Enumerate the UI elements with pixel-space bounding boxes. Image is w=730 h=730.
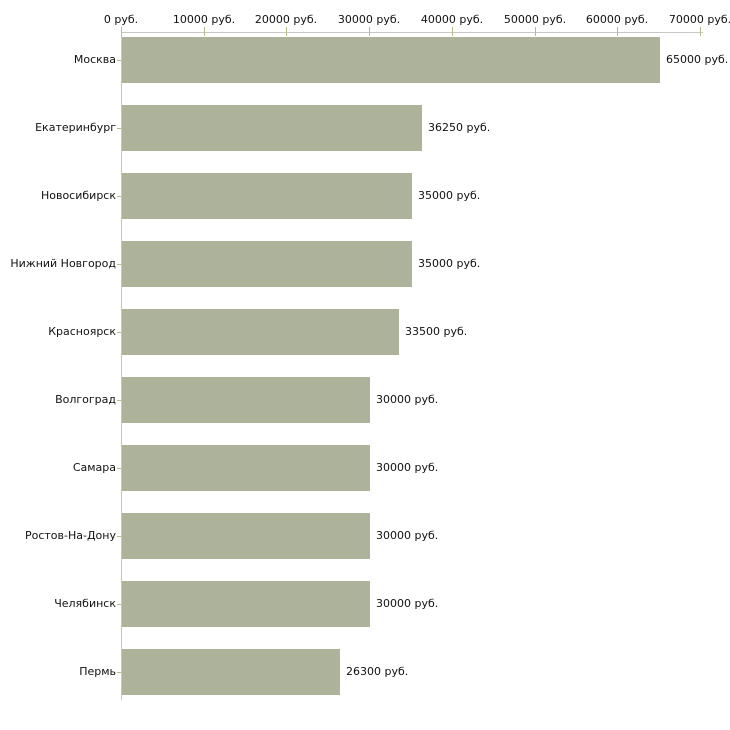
y-tick-mark bbox=[117, 60, 121, 61]
x-tick-mark bbox=[452, 27, 453, 36]
bar bbox=[122, 445, 370, 491]
x-tick-label: 20000 руб. bbox=[254, 13, 318, 26]
category-label: Волгоград bbox=[55, 393, 116, 406]
bar bbox=[122, 649, 340, 695]
value-label: 35000 руб. bbox=[418, 189, 481, 202]
y-tick-mark bbox=[117, 468, 121, 469]
bar bbox=[122, 241, 412, 287]
category-label: Екатеринбург bbox=[35, 121, 116, 134]
bar bbox=[122, 513, 370, 559]
bar bbox=[122, 37, 660, 83]
y-tick-mark bbox=[117, 128, 121, 129]
y-axis-line bbox=[121, 32, 122, 700]
y-tick-mark bbox=[117, 264, 121, 265]
y-tick-mark bbox=[117, 604, 121, 605]
x-tick-label: 70000 руб. bbox=[668, 13, 730, 26]
category-label: Ростов-На-Дону bbox=[24, 529, 116, 542]
bar bbox=[122, 173, 412, 219]
category-label: Нижний Новгород bbox=[10, 257, 116, 270]
value-label: 30000 руб. bbox=[376, 393, 439, 406]
x-tick-mark bbox=[121, 27, 122, 36]
x-tick-label: 10000 руб. bbox=[172, 13, 236, 26]
x-tick-mark bbox=[369, 27, 370, 36]
category-label: Новосибирск bbox=[40, 189, 116, 202]
bar bbox=[122, 377, 370, 423]
bar bbox=[122, 105, 422, 151]
x-tick-label: 60000 руб. bbox=[585, 13, 649, 26]
value-label: 30000 руб. bbox=[376, 461, 439, 474]
x-tick-mark bbox=[286, 27, 287, 36]
y-tick-mark bbox=[117, 536, 121, 537]
value-label: 30000 руб. bbox=[376, 597, 439, 610]
x-tick-mark bbox=[617, 27, 618, 36]
x-tick-mark bbox=[535, 27, 536, 36]
category-label: Пермь bbox=[79, 665, 116, 678]
x-tick-mark bbox=[204, 27, 205, 36]
category-label: Москва bbox=[73, 53, 116, 66]
y-tick-mark bbox=[117, 400, 121, 401]
y-tick-mark bbox=[117, 196, 121, 197]
y-tick-mark bbox=[117, 672, 121, 673]
value-label: 36250 руб. bbox=[428, 121, 491, 134]
bar bbox=[122, 581, 370, 627]
x-axis-line bbox=[121, 32, 703, 33]
value-label: 26300 руб. bbox=[346, 665, 409, 678]
x-tick-label: 40000 руб. bbox=[420, 13, 484, 26]
x-tick-label: 0 руб. bbox=[103, 13, 139, 26]
x-tick-mark bbox=[700, 27, 701, 36]
value-label: 33500 руб. bbox=[405, 325, 468, 338]
category-label: Красноярск bbox=[48, 325, 116, 338]
value-label: 35000 руб. bbox=[418, 257, 481, 270]
x-tick-label: 50000 руб. bbox=[503, 13, 567, 26]
bar bbox=[122, 309, 399, 355]
x-tick-label: 30000 руб. bbox=[337, 13, 401, 26]
value-label: 65000 руб. bbox=[666, 53, 729, 66]
category-label: Челябинск bbox=[54, 597, 116, 610]
y-tick-mark bbox=[117, 332, 121, 333]
value-label: 30000 руб. bbox=[376, 529, 439, 542]
category-label: Самара bbox=[72, 461, 116, 474]
